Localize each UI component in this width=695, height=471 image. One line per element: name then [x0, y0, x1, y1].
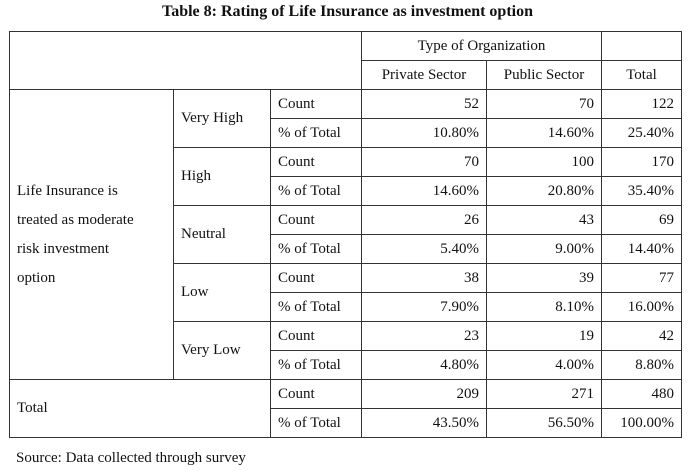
table-row: Low Count 38 39 77 — [10, 263, 682, 322]
cell-value: 19 — [486, 321, 602, 351]
cell-value: 122 — [601, 89, 682, 119]
cell-value: 39 — [486, 263, 602, 293]
cell-value: 4.80% — [361, 350, 487, 380]
table-row: % of Total 14.60% 20.80% 35.40% — [10, 176, 682, 206]
rating-label: Neutral — [173, 205, 271, 264]
measure-label: Count — [270, 205, 362, 235]
measure-label: % of Total — [270, 350, 362, 380]
header-blank-cell — [9, 31, 362, 90]
cell-value: 7.90% — [361, 292, 487, 322]
measure-label: Count — [270, 263, 362, 293]
cell-value: 56.50% — [486, 408, 602, 438]
measure-label: Count — [270, 379, 362, 409]
row-group-label-line: risk investment — [17, 241, 110, 257]
cell-value: 271 — [486, 379, 602, 409]
cell-value: 8.80% — [601, 350, 682, 380]
measure-label: % of Total — [270, 292, 362, 322]
measure-label: Count — [270, 321, 362, 351]
cell-value: 23 — [361, 321, 487, 351]
type-of-organization-header: Type of Organization — [361, 31, 602, 61]
cell-value: 14.60% — [486, 118, 602, 148]
cell-value: 209 — [361, 379, 487, 409]
measure-label: % of Total — [270, 408, 362, 438]
measure-label: Count — [270, 147, 362, 177]
table-row: Life Insurance is treated as moderate ri… — [9, 89, 682, 380]
table-row-total: % of Total 43.50% 56.50% 100.00% — [10, 408, 682, 438]
source-note: Source: Data collected through survey — [16, 450, 246, 466]
col-header-private: Private Sector — [361, 60, 487, 90]
cell-value: 43 — [486, 205, 602, 235]
rating-label: Very Low — [173, 321, 271, 380]
table-row: Neutral Count 26 43 69 — [10, 205, 682, 264]
measure-label: % of Total — [270, 234, 362, 264]
rating-label: High — [173, 147, 271, 206]
row-group-label-line: treated as moderate — [17, 212, 134, 228]
cell-value: 26 — [361, 205, 487, 235]
cell-value: 20.80% — [486, 176, 602, 206]
table-row: % of Total 5.40% 9.00% 14.40% — [10, 234, 682, 264]
rating-label: Very High — [173, 89, 271, 148]
cell-value: 70 — [361, 147, 487, 177]
total-label: Total — [9, 379, 271, 438]
cell-value: 8.10% — [486, 292, 602, 322]
cell-value: 14.60% — [361, 176, 487, 206]
cell-value: 100.00% — [601, 408, 682, 438]
measure-label: % of Total — [270, 176, 362, 206]
measure-label: % of Total — [270, 118, 362, 148]
cell-value: 14.40% — [601, 234, 682, 264]
cell-value: 70 — [486, 89, 602, 119]
cell-value: 35.40% — [601, 176, 682, 206]
cell-value: 77 — [601, 263, 682, 293]
cell-value: 100 — [486, 147, 602, 177]
cell-value: 10.80% — [361, 118, 487, 148]
rating-table: Type of Organization Private Sector Publ… — [9, 31, 682, 438]
table-title: Table 8: Rating of Life Insurance as inv… — [162, 3, 533, 20]
header-row-group: Type of Organization — [9, 31, 682, 90]
cell-value: 69 — [601, 205, 682, 235]
header-row-columns: Private Sector Public Sector Total — [10, 60, 682, 90]
cell-value: 9.00% — [486, 234, 602, 264]
table-row-total: Total Count 209 271 480 — [9, 379, 682, 438]
cell-value: 170 — [601, 147, 682, 177]
row-group-label-line: Life Insurance is — [17, 183, 118, 199]
cell-value: 25.40% — [601, 118, 682, 148]
cell-value: 43.50% — [361, 408, 487, 438]
col-header-total: Total — [601, 60, 682, 90]
row-group-label-line: option — [17, 270, 56, 286]
col-header-public: Public Sector — [486, 60, 602, 90]
cell-value: 38 — [361, 263, 487, 293]
header-blank-total — [601, 31, 682, 61]
cell-value: 5.40% — [361, 234, 487, 264]
measure-label: Count — [270, 89, 362, 119]
table-row: High Count 70 100 170 — [10, 147, 682, 206]
table-row: % of Total 7.90% 8.10% 16.00% — [10, 292, 682, 322]
cell-value: 480 — [601, 379, 682, 409]
cell-value: 4.00% — [486, 350, 602, 380]
row-group-label: Life Insurance is treated as moderate ri… — [9, 89, 174, 380]
table-row: % of Total 10.80% 14.60% 25.40% — [10, 118, 682, 148]
cell-value: 16.00% — [601, 292, 682, 322]
cell-value: 42 — [601, 321, 682, 351]
cell-value: 52 — [361, 89, 487, 119]
rating-label: Low — [173, 263, 271, 322]
